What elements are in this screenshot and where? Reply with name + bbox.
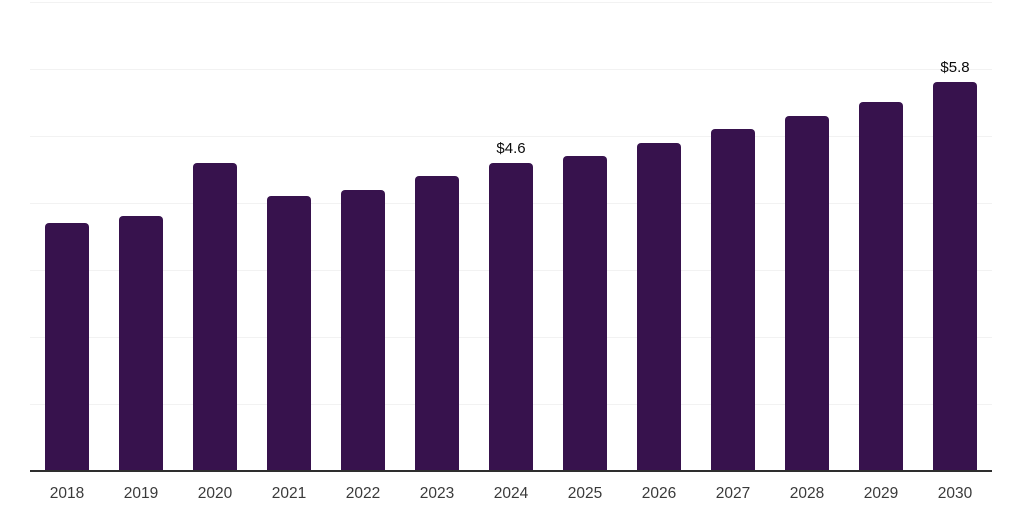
bar-2029 [859,102,903,471]
x-tick-label-2018: 2018 [49,485,85,502]
bar-2020 [193,163,237,471]
x-tick-label-2027: 2027 [715,485,751,502]
x-tick-label-2021: 2021 [271,485,307,502]
bar-value-label-2030: $5.8 [940,59,970,77]
x-tick-label-2028: 2028 [789,485,825,502]
bar-2022 [341,190,385,471]
bar-2023 [415,176,459,471]
gridline [30,136,992,137]
bar-2030 [933,82,977,471]
bar-2025 [563,156,607,471]
bar-2028 [785,116,829,471]
x-tick-label-2023: 2023 [419,485,455,502]
bar-2024 [489,163,533,471]
bar-2026 [637,143,681,471]
bar-2019 [119,216,163,471]
x-tick-label-2026: 2026 [641,485,677,502]
plot-area: $4.6 $5.8 [30,2,992,471]
bar-2021 [267,196,311,471]
x-tick-label-2024: 2024 [493,485,529,502]
x-axis-tick-labels: 2018 2019 2020 2021 2022 2023 2024 2025 2026 2027… [0,485,1024,505]
x-tick-label-2030: 2030 [937,485,973,502]
bar-2027 [711,129,755,471]
x-tick-label-2022: 2022 [345,485,381,502]
gridline [30,2,992,3]
x-tick-label-2019: 2019 [123,485,159,502]
x-tick-label-2029: 2029 [863,485,899,502]
bar-2018 [45,223,89,471]
bar-value-label-2024: $4.6 [496,139,526,157]
gridline [30,69,992,70]
x-tick-label-2025: 2025 [567,485,603,502]
x-axis-line [30,470,992,472]
x-tick-label-2020: 2020 [197,485,233,502]
